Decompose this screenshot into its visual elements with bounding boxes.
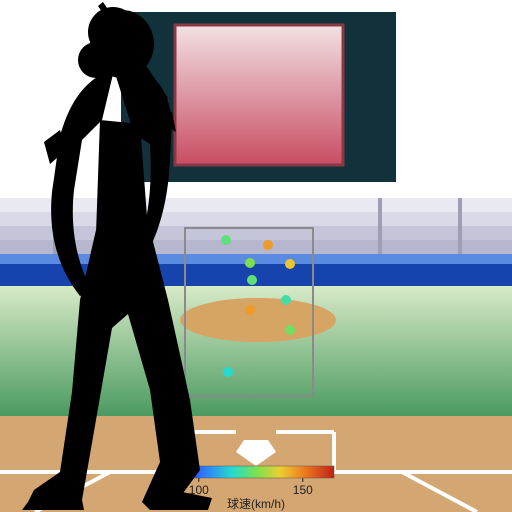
pitch-point <box>285 259 295 269</box>
pitch-point <box>263 240 273 250</box>
pitch-point <box>245 305 255 315</box>
colorbar <box>178 466 334 478</box>
scoreboard-screen <box>175 25 343 165</box>
pitch-point <box>247 275 257 285</box>
pitch-point <box>221 235 231 245</box>
pitch-point <box>245 258 255 268</box>
pitch-point <box>285 325 295 335</box>
pitch-point <box>281 295 291 305</box>
colorbar-axis-label: 球速(km/h) <box>227 497 285 511</box>
colorbar-tick-label: 150 <box>293 483 313 497</box>
pitch-point <box>223 367 233 377</box>
